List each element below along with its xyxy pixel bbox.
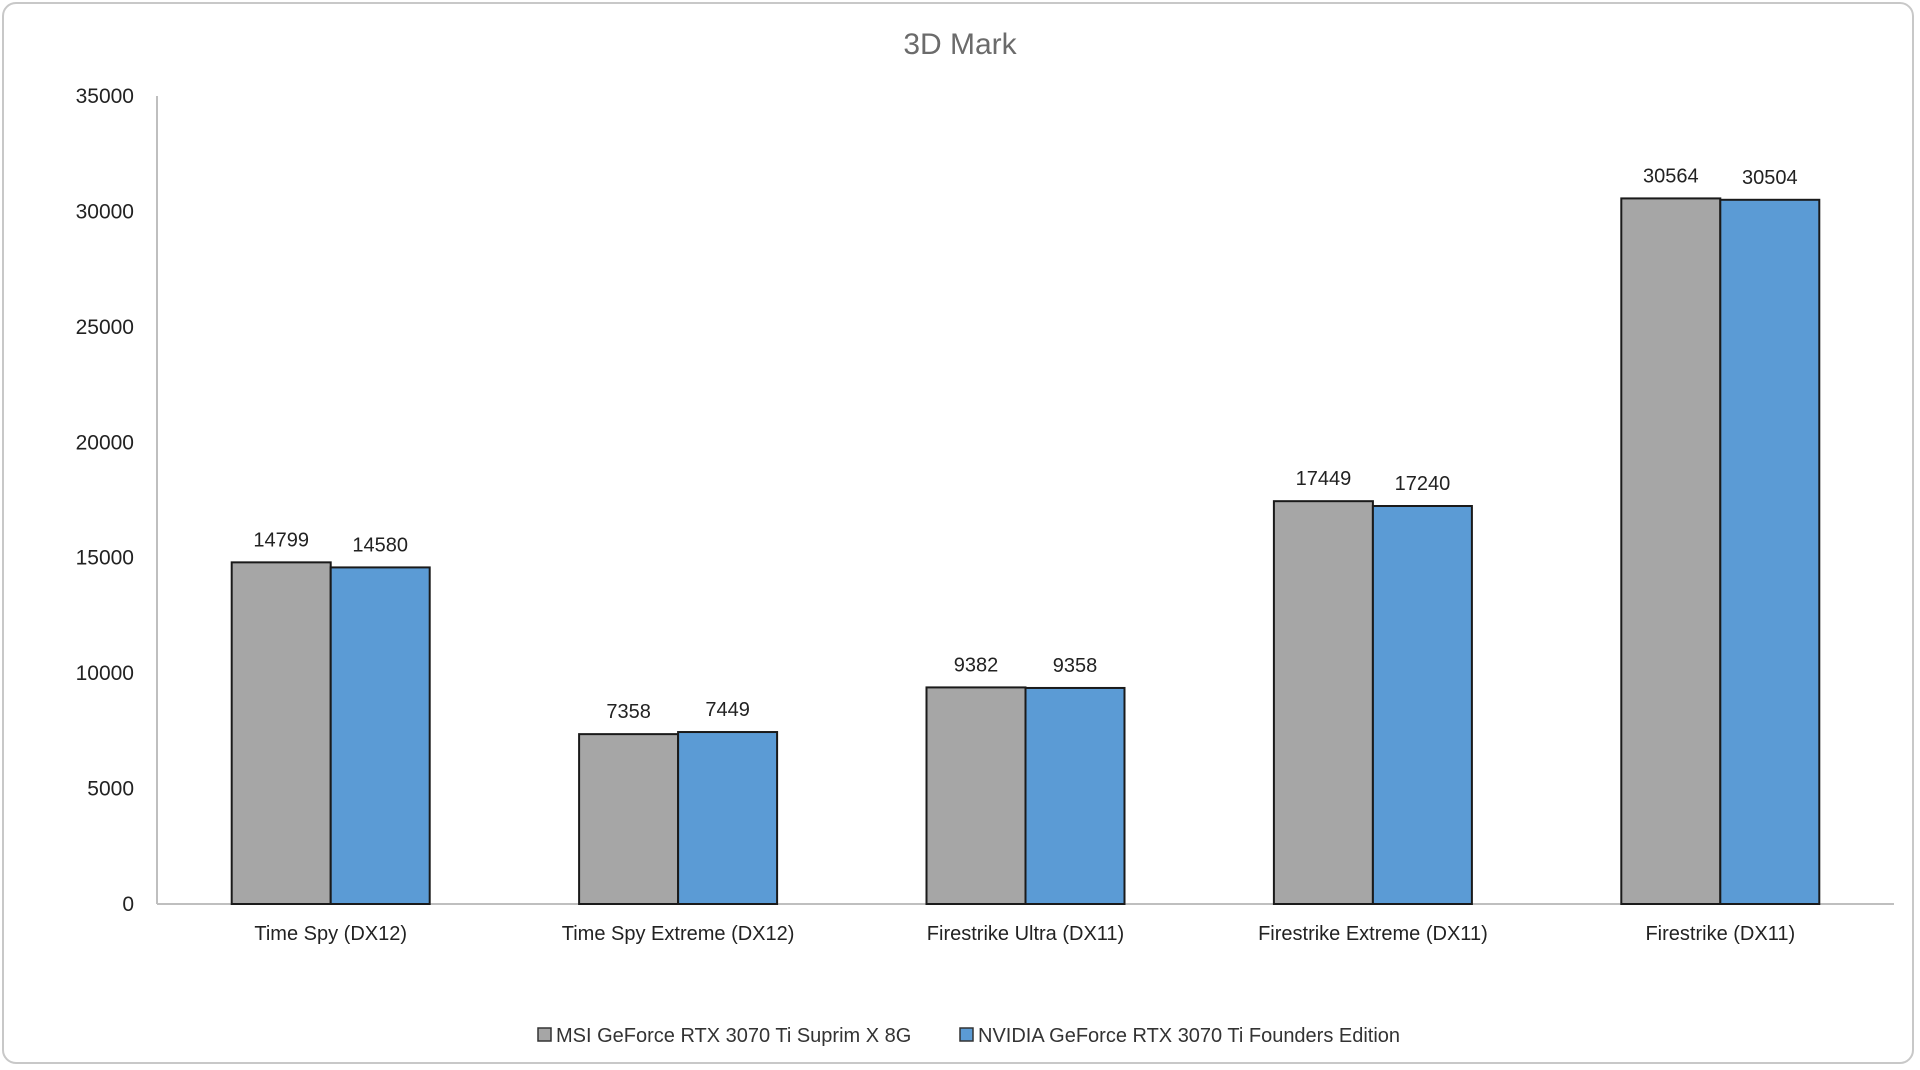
legend-label: NVIDIA GeForce RTX 3070 Ti Founders Edit… xyxy=(978,1025,1400,1047)
bar xyxy=(578,733,680,905)
legend: MSI GeForce RTX 3070 Ti Suprim X 8G NVIDI… xyxy=(537,1025,1400,1047)
bar xyxy=(1024,686,1126,905)
data-label: 9382 xyxy=(954,654,999,676)
axes: 0 5000 10000 15000 20000 25000 30000 35000 Time … xyxy=(76,85,1894,945)
y-tick-label: 5000 xyxy=(87,778,134,801)
bar xyxy=(1272,500,1374,905)
y-tick-label: 20000 xyxy=(76,431,134,454)
data-label: 9358 xyxy=(1053,655,1098,677)
data-label: 7358 xyxy=(606,701,651,723)
data-label: 17240 xyxy=(1395,473,1451,495)
x-tick-label: Time Spy Extreme (DX12) xyxy=(562,923,795,945)
data-label: 17449 xyxy=(1296,468,1352,490)
x-tick-label: Firestrike Ultra (DX11) xyxy=(927,923,1124,945)
x-tick-label: Firestrike (DX11) xyxy=(1645,923,1795,945)
bar xyxy=(925,686,1027,906)
bar xyxy=(1620,197,1722,906)
data-label: 14799 xyxy=(253,529,309,551)
y-tick-label: 0 xyxy=(122,893,134,916)
data-labels: 14799 14580 7358 7449 9382 9358 17449 17240 3056… xyxy=(253,165,1797,723)
y-tick-label: 30000 xyxy=(76,200,134,223)
data-label: 30504 xyxy=(1742,167,1798,189)
data-label: 7449 xyxy=(705,699,750,721)
bars xyxy=(230,197,1821,906)
y-tick-label: 25000 xyxy=(76,316,134,339)
y-tick-label: 35000 xyxy=(76,85,134,108)
bar xyxy=(677,731,779,905)
x-tick-label: Firestrike Extreme (DX11) xyxy=(1258,923,1488,945)
legend-label: MSI GeForce RTX 3070 Ti Suprim X 8G xyxy=(556,1025,911,1047)
x-tick-label: Time Spy (DX12) xyxy=(254,923,407,945)
chart-title: 3D Mark xyxy=(903,28,1017,61)
bar xyxy=(1719,198,1821,905)
bar xyxy=(1371,505,1473,905)
y-tick-label: 10000 xyxy=(76,662,134,685)
data-label: 30564 xyxy=(1643,165,1699,187)
legend-swatch xyxy=(537,1027,552,1042)
y-tick-label: 15000 xyxy=(76,547,134,570)
bar xyxy=(230,561,332,905)
bar xyxy=(329,566,431,905)
data-label: 14580 xyxy=(352,534,408,556)
legend-swatch xyxy=(959,1027,974,1042)
